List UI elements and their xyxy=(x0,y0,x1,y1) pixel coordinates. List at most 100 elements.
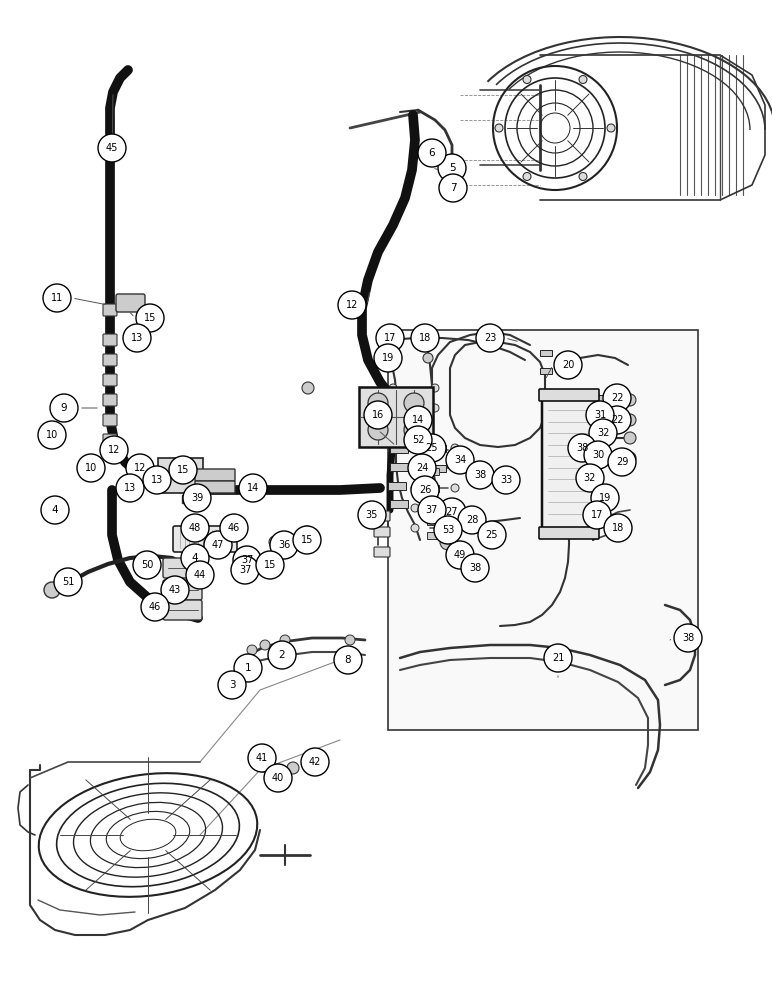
Text: 19: 19 xyxy=(382,353,394,363)
Circle shape xyxy=(438,154,466,182)
Circle shape xyxy=(411,524,419,532)
Text: 31: 31 xyxy=(594,410,606,420)
Circle shape xyxy=(272,764,284,776)
Bar xyxy=(430,465,446,472)
Text: 8: 8 xyxy=(344,655,351,665)
Circle shape xyxy=(338,291,366,319)
Bar xyxy=(390,445,408,453)
FancyBboxPatch shape xyxy=(163,558,202,578)
Circle shape xyxy=(183,484,211,512)
Circle shape xyxy=(624,432,636,444)
Circle shape xyxy=(54,568,82,596)
Text: 41: 41 xyxy=(256,753,268,763)
Text: 16: 16 xyxy=(372,410,384,420)
Text: 27: 27 xyxy=(445,507,459,517)
Circle shape xyxy=(588,433,598,443)
Circle shape xyxy=(591,451,599,459)
Circle shape xyxy=(358,501,386,529)
Text: 4: 4 xyxy=(191,553,198,563)
Bar xyxy=(390,500,408,508)
Bar xyxy=(427,452,439,459)
Circle shape xyxy=(389,384,397,392)
Bar xyxy=(568,438,582,446)
Circle shape xyxy=(239,474,267,502)
Text: 7: 7 xyxy=(449,183,456,193)
FancyBboxPatch shape xyxy=(103,394,117,406)
Text: 46: 46 xyxy=(149,602,161,612)
Circle shape xyxy=(256,551,284,579)
Text: 1: 1 xyxy=(245,663,252,673)
Text: 38: 38 xyxy=(576,443,588,453)
Bar xyxy=(590,395,604,403)
Circle shape xyxy=(280,635,290,645)
FancyBboxPatch shape xyxy=(116,294,145,312)
Circle shape xyxy=(591,484,619,512)
Circle shape xyxy=(270,531,298,559)
Circle shape xyxy=(364,401,392,429)
Text: 22: 22 xyxy=(611,393,623,403)
Circle shape xyxy=(476,324,504,352)
FancyBboxPatch shape xyxy=(374,511,390,521)
Text: 39: 39 xyxy=(191,493,203,503)
Circle shape xyxy=(123,324,151,352)
Text: 37: 37 xyxy=(239,565,251,575)
Text: 37: 37 xyxy=(241,555,253,565)
FancyBboxPatch shape xyxy=(103,354,117,366)
Circle shape xyxy=(561,471,569,479)
Circle shape xyxy=(404,426,432,454)
Circle shape xyxy=(389,424,397,432)
Circle shape xyxy=(411,504,419,512)
Circle shape xyxy=(345,635,355,645)
Circle shape xyxy=(374,344,402,372)
Circle shape xyxy=(579,172,587,180)
Circle shape xyxy=(389,404,397,412)
Circle shape xyxy=(186,561,214,589)
Circle shape xyxy=(466,461,494,489)
Circle shape xyxy=(418,434,446,462)
Circle shape xyxy=(576,464,604,492)
Circle shape xyxy=(523,172,531,180)
FancyBboxPatch shape xyxy=(103,334,117,346)
Text: 38: 38 xyxy=(469,563,481,573)
Bar xyxy=(427,532,439,539)
Text: 48: 48 xyxy=(189,523,201,533)
Text: 53: 53 xyxy=(442,525,454,535)
Text: 46: 46 xyxy=(228,523,240,533)
Text: 38: 38 xyxy=(682,633,694,643)
Circle shape xyxy=(591,391,599,399)
Text: 3: 3 xyxy=(229,680,235,690)
Circle shape xyxy=(674,624,702,652)
Circle shape xyxy=(204,531,232,559)
Text: 51: 51 xyxy=(62,577,74,587)
Circle shape xyxy=(411,324,439,352)
Circle shape xyxy=(411,464,419,472)
Circle shape xyxy=(268,641,296,669)
Circle shape xyxy=(287,762,299,774)
FancyBboxPatch shape xyxy=(103,434,117,446)
Bar xyxy=(568,418,582,426)
Circle shape xyxy=(411,444,419,452)
Text: 37: 37 xyxy=(426,505,438,515)
Bar xyxy=(182,495,204,503)
Bar xyxy=(158,458,203,493)
Circle shape xyxy=(565,355,579,369)
Text: 12: 12 xyxy=(346,300,358,310)
Circle shape xyxy=(231,556,259,584)
Text: 25: 25 xyxy=(486,530,498,540)
Text: 26: 26 xyxy=(419,485,432,495)
Bar xyxy=(540,368,552,374)
Bar xyxy=(568,478,582,486)
FancyBboxPatch shape xyxy=(542,395,596,529)
Circle shape xyxy=(583,501,611,529)
Text: 9: 9 xyxy=(61,403,67,413)
Text: 25: 25 xyxy=(425,443,438,453)
Circle shape xyxy=(141,593,169,621)
Text: 13: 13 xyxy=(131,333,143,343)
Bar xyxy=(427,485,439,492)
Circle shape xyxy=(608,448,636,476)
Circle shape xyxy=(434,516,462,544)
Circle shape xyxy=(301,526,313,538)
Circle shape xyxy=(544,644,572,672)
Bar xyxy=(388,482,406,490)
FancyBboxPatch shape xyxy=(359,387,433,447)
